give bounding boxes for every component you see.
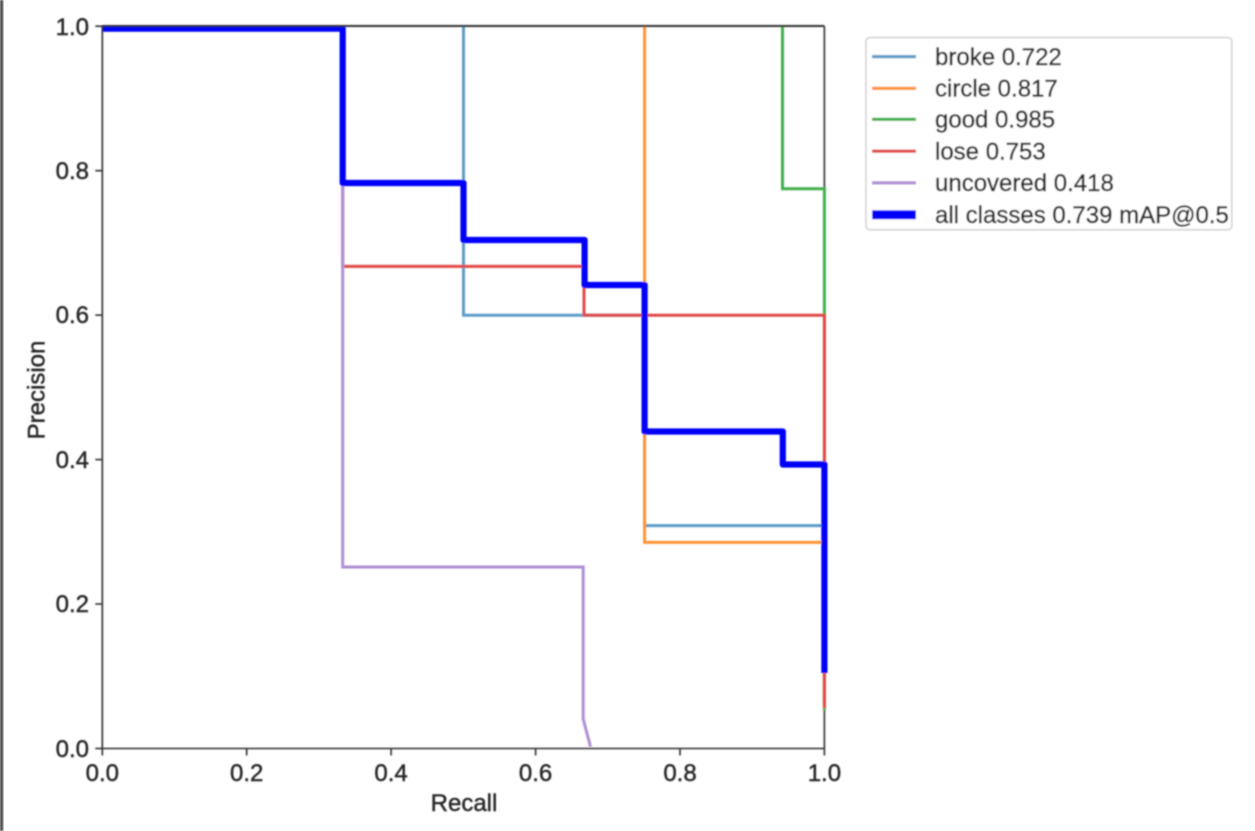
svg-text:0.0: 0.0 — [56, 736, 89, 763]
svg-text:0.6: 0.6 — [519, 760, 552, 787]
svg-text:Recall: Recall — [431, 790, 498, 817]
svg-text:1.0: 1.0 — [56, 14, 89, 41]
svg-text:all classes 0.739 mAP@0.5: all classes 0.739 mAP@0.5 — [935, 202, 1229, 229]
svg-text:0.8: 0.8 — [663, 760, 696, 787]
svg-text:Precision: Precision — [24, 341, 51, 440]
svg-text:good 0.985: good 0.985 — [935, 107, 1055, 134]
svg-text:0.6: 0.6 — [56, 302, 89, 329]
svg-text:0.4: 0.4 — [374, 760, 407, 787]
svg-text:0.2: 0.2 — [56, 591, 89, 618]
svg-text:lose 0.753: lose 0.753 — [935, 138, 1046, 165]
svg-text:uncovered 0.418: uncovered 0.418 — [935, 170, 1114, 197]
svg-text:0.4: 0.4 — [56, 447, 89, 474]
svg-text:0.8: 0.8 — [56, 158, 89, 185]
svg-text:0.0: 0.0 — [86, 760, 119, 787]
svg-text:0.2: 0.2 — [230, 760, 263, 787]
svg-text:broke 0.722: broke 0.722 — [935, 44, 1062, 71]
svg-text:circle 0.817: circle 0.817 — [935, 76, 1058, 103]
svg-text:1.0: 1.0 — [808, 760, 841, 787]
